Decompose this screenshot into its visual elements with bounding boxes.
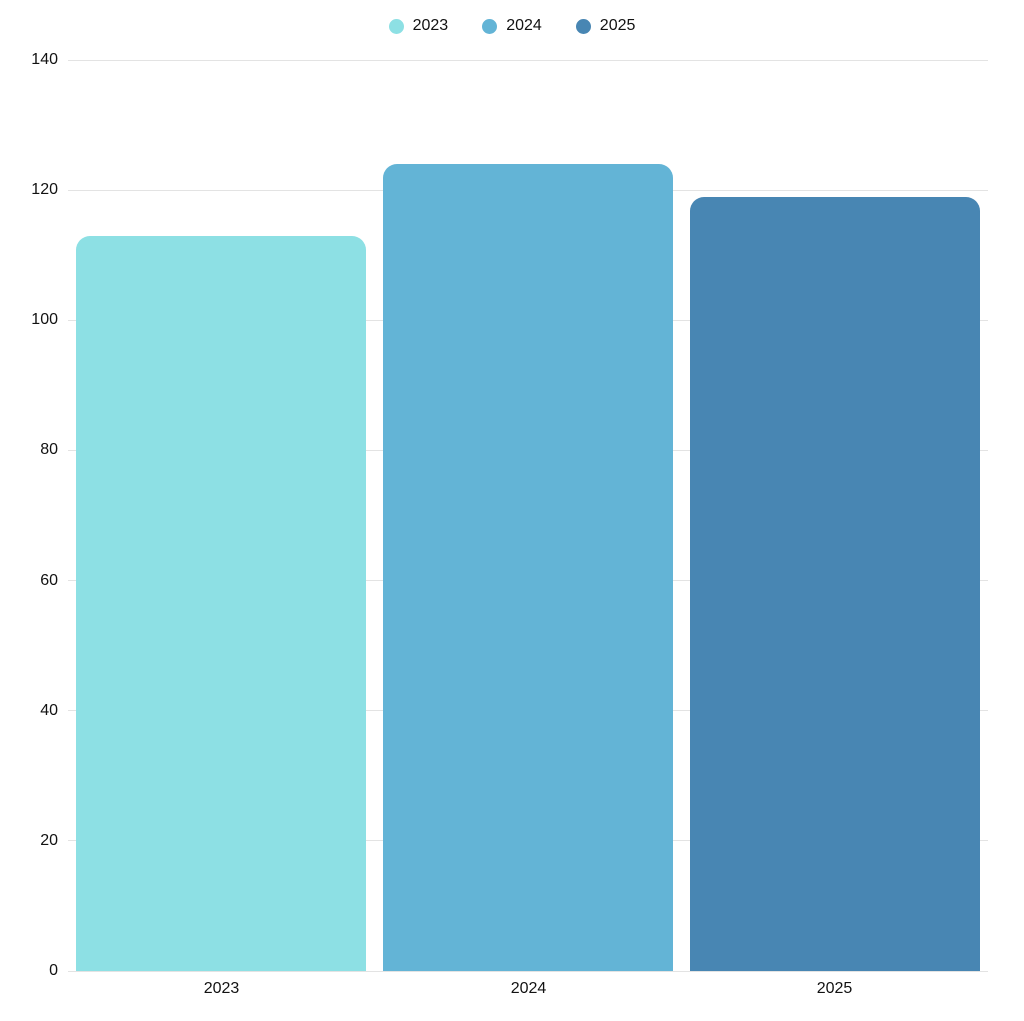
x-tick-label-2023: 2023	[203, 980, 240, 997]
y-tick-label: 80	[40, 441, 58, 459]
chart-legend: 2023 2024 2025	[0, 18, 1024, 34]
legend-label: 2023	[412, 17, 449, 34]
y-tick-label: 40	[40, 701, 58, 719]
legend-item-2025[interactable]: 2025	[575, 17, 636, 34]
y-tick-label: 60	[40, 571, 58, 589]
legend-marker-icon	[388, 18, 404, 34]
legend-item-2024[interactable]: 2024	[482, 18, 542, 34]
bar-2025[interactable]	[690, 197, 980, 971]
y-tick-label: 0	[49, 962, 58, 979]
gridline	[68, 970, 988, 972]
legend-marker-icon	[575, 18, 591, 34]
x-tick-label-2025: 2025	[816, 980, 853, 997]
legend-label: 2024	[506, 17, 542, 34]
y-tick-label: 100	[31, 311, 58, 329]
y-tick-label: 20	[40, 831, 58, 849]
y-tick-label: 120	[31, 181, 58, 199]
legend-marker-icon	[482, 18, 498, 34]
x-tick-label-2024: 2024	[510, 980, 547, 997]
bar-2024[interactable]	[383, 164, 673, 971]
legend-label: 2025	[599, 17, 636, 34]
bar-2023[interactable]	[76, 236, 366, 971]
legend-item-2023[interactable]: 2023	[388, 17, 449, 34]
y-tick-label: 140	[31, 51, 58, 68]
gridline	[68, 59, 988, 61]
